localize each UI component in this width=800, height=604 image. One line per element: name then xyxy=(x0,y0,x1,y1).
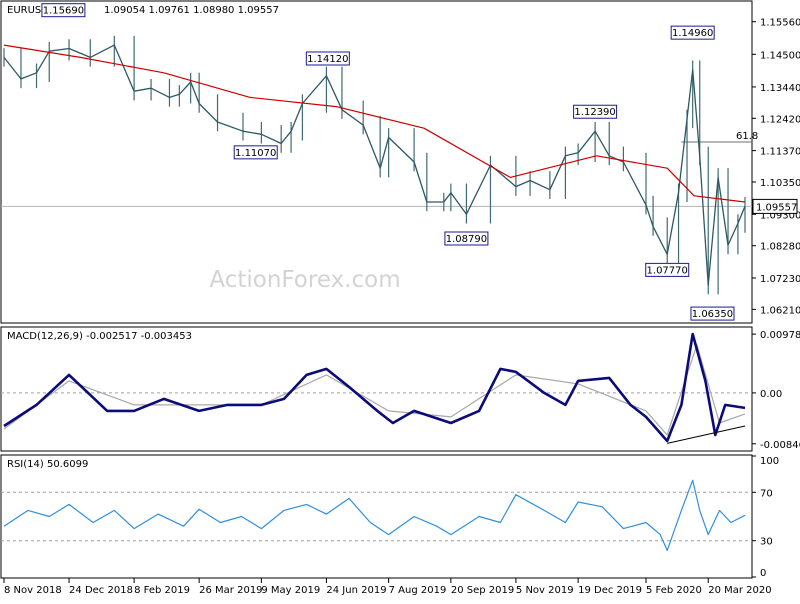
price-annotation-box xyxy=(690,306,735,321)
price-annotation-box xyxy=(233,145,278,160)
price-annotation-label: 1.14120 xyxy=(307,54,348,65)
price-annotation-label: 1.14960 xyxy=(672,28,713,39)
macd-main-line xyxy=(3,332,746,443)
price-y-tick-label: 1.14500 xyxy=(760,50,800,61)
x-tick-label: 20 Sep 2019 xyxy=(451,585,514,596)
macd-y-tick-label: 0.00 xyxy=(760,389,782,400)
price-annotation-label: 1.11070 xyxy=(235,148,276,159)
rsi-y-tick-label: 0 xyxy=(760,568,766,579)
x-tick-label: 9 May 2019 xyxy=(261,585,320,596)
current-price-tag-label: 1.09557 xyxy=(756,202,797,213)
price-annotation-label: 1.12390 xyxy=(574,107,615,118)
macd-y-tick-label: -0.008464 xyxy=(760,440,800,451)
price-y-tick-label: 1.13440 xyxy=(760,83,800,94)
x-tick-label: 7 Aug 2019 xyxy=(389,585,447,596)
price-y-tick-label: 1.06210 xyxy=(760,305,800,316)
x-tick-label: 26 Mar 2019 xyxy=(199,585,262,596)
rsi-panel-title: RSI(14) 50.6099 xyxy=(7,459,88,470)
price-annotation-box xyxy=(444,231,489,246)
x-tick-label: 5 Nov 2019 xyxy=(516,585,574,596)
price-y-tick-label: 1.15560 xyxy=(760,18,800,29)
price-annotation-box xyxy=(305,51,350,66)
x-tick-label: 8 Feb 2019 xyxy=(134,585,190,596)
price-y-tick-label: 1.12420 xyxy=(760,114,800,125)
macd-panel-frame xyxy=(0,326,753,452)
price-annotation-label: 1.08790 xyxy=(446,234,487,245)
price-annotation-label: 1.15690 xyxy=(43,6,84,17)
x-tick-label: 19 Dec 2019 xyxy=(578,585,642,596)
price-annotation-box xyxy=(670,25,715,40)
macd-y-tick-label: 0.00978 xyxy=(760,330,800,341)
watermark: ActionForex.com xyxy=(209,267,400,293)
macd-trendline xyxy=(667,425,746,444)
fib-61-8-label: 61.8 xyxy=(736,131,758,142)
price-y-tick-label: 1.07230 xyxy=(760,274,800,285)
x-tick-label: 24 Dec 2018 xyxy=(69,585,133,596)
rsi-panel-frame xyxy=(0,454,753,579)
x-tick-label: 8 Nov 2018 xyxy=(4,585,62,596)
price-y-tick-label: 1.10350 xyxy=(760,178,800,189)
price-y-tick-label: 1.11370 xyxy=(760,147,800,158)
price-annotation-box xyxy=(41,3,86,18)
x-tick-label: 20 Mar 2020 xyxy=(708,585,771,596)
price-annotation-box xyxy=(573,104,618,119)
rsi-line xyxy=(3,479,746,552)
price-series-line xyxy=(3,44,746,286)
price-panel-frame xyxy=(0,0,753,324)
rsi-y-tick-label: 70 xyxy=(760,488,773,499)
x-tick-label: 24 Jun 2019 xyxy=(326,585,386,596)
price-y-tick-label: 1.09300 xyxy=(760,210,800,221)
rsi-y-tick-label: 100 xyxy=(760,456,779,467)
rsi-y-tick-label: 30 xyxy=(760,537,773,548)
price-y-tick-label: 1.08280 xyxy=(760,242,800,253)
price-annotation-label: 1.06350 xyxy=(692,309,733,320)
x-tick-label: 5 Feb 2020 xyxy=(646,585,702,596)
macd-panel-title: MACD(12,26,9) -0.002517 -0.003453 xyxy=(7,331,192,342)
price-ma-series-line xyxy=(3,44,746,203)
current-price-tag xyxy=(752,198,798,214)
price-annotation-label: 1.07770 xyxy=(647,265,688,276)
price-annotation-box xyxy=(645,262,690,277)
price-ohlc-label: 1.09054 1.09761 1.08980 1.09557 xyxy=(104,5,279,16)
